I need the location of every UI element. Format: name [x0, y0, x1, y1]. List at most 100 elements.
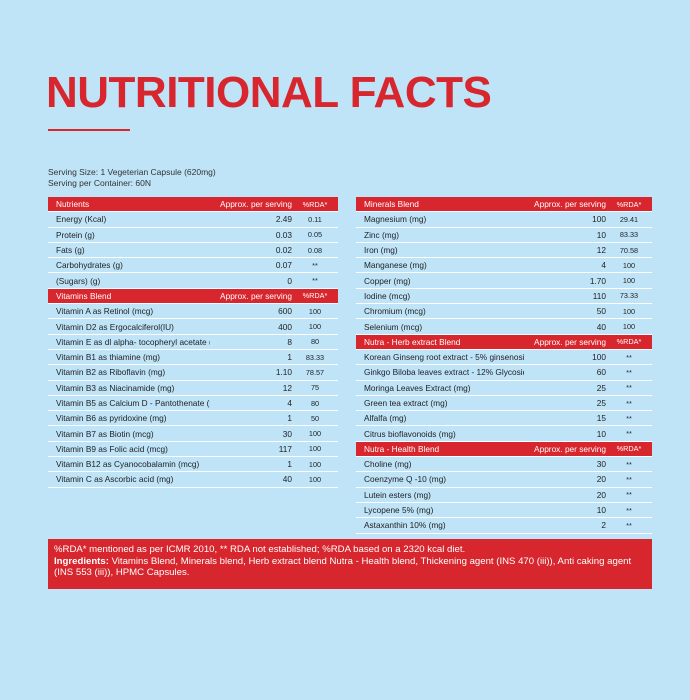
cell: Ginkgo Biloba leaves extract - 12% Glyco… — [364, 367, 524, 378]
cell: Vitamin B5 as Calcium D - Pantothenate (… — [56, 398, 210, 408]
cell: 100 — [308, 306, 322, 316]
table-row: Alfalfa (mg) 15 ** — [356, 411, 652, 427]
cell: Astaxanthin 10% (mg) — [364, 520, 446, 531]
cell: Carbohydrates (g) — [56, 260, 123, 271]
cell: 4 — [287, 398, 292, 408]
cell: Iodine (mcg) — [364, 290, 411, 301]
cell: Citrus bioflavonoids (mg) — [364, 428, 456, 439]
cell: Vitamin B2 as Riboflavin (mg) — [56, 367, 166, 378]
cell: 20 — [596, 474, 606, 485]
table-row: Vitamin B5 as Calcium D - Pantothenate (… — [48, 396, 338, 412]
cell: 0.08 — [307, 245, 323, 255]
table-row: Magnesium (mg) 100 29.41 — [356, 212, 652, 228]
cell: 12 — [282, 382, 292, 393]
table-row: Selenium (mcg) 40 100 — [356, 319, 652, 335]
cell: 100 — [308, 429, 322, 439]
table-row: Vitamin A as Retinol (mcg) 600 100 — [48, 304, 338, 320]
table-row: Zinc (mg) 10 83.33 — [356, 228, 652, 243]
cell: 60 — [596, 367, 606, 378]
cell: 73.33 — [619, 291, 639, 301]
section-header: Nutrients Approx. per serving %RDA* — [48, 197, 338, 213]
cell: 100 — [308, 459, 322, 469]
cell: Vitamin B1 as thiamine (mg) — [56, 352, 161, 363]
footer-note: %RDA* mentioned as per ICMR 2010, ** RDA… — [54, 544, 466, 555]
header-cell: Nutra - Health Blend — [364, 443, 440, 454]
table-row: Vitamin B2 as Riboflavin (mg) 1.10 78.57 — [48, 365, 338, 381]
cell: ** — [626, 352, 632, 362]
cell: 100 — [622, 276, 636, 286]
cell: Copper (mg) — [364, 275, 411, 286]
cell: Vitamin B9 as Folic acid (mcg) — [56, 443, 168, 454]
cell: 117 — [278, 443, 292, 454]
cell: Choline (mg) — [364, 459, 412, 470]
cell: 600 — [278, 306, 292, 317]
table-row: Vitamin B1 as thiamine (mg) 1 83.33 — [48, 350, 338, 366]
cell: ** — [626, 413, 632, 423]
cell: 0 — [287, 275, 292, 286]
cell: Moringa Leaves Extract (mg) — [364, 382, 471, 393]
table-row: Energy (Kcal) 2.49 0.11 — [48, 212, 338, 228]
cell: 29.41 — [619, 214, 639, 224]
cell: 100 — [622, 306, 636, 316]
cell: ** — [626, 490, 632, 500]
cell: 0.02 — [275, 245, 292, 256]
cell: 2.49 — [275, 214, 292, 225]
header-cell: Minerals Blend — [364, 199, 419, 210]
header-cell: Approx. per serving — [534, 443, 606, 454]
cell: Lutein esters (mg) — [364, 489, 431, 500]
table-row: Iodine (mcg) 110 73.33 — [356, 289, 652, 305]
cell: 75 — [310, 383, 320, 393]
cell: ** — [312, 276, 318, 286]
cell: 1.70 — [589, 275, 606, 286]
section-header: Vitamins Blend Approx. per serving %RDA* — [48, 288, 338, 305]
table-row: Manganese (mg) 4 100 — [356, 258, 652, 274]
cell: 100 — [308, 474, 322, 484]
cell: ** — [626, 459, 632, 469]
header-cell: Nutra - Herb extract Blend — [364, 336, 461, 347]
table-row: Vitamin E as dl alpha- tocopheryl acetat… — [48, 335, 338, 350]
cell: 40 — [596, 321, 606, 332]
header-cell: Approx. per serving — [220, 199, 292, 210]
cell: 40 — [282, 474, 292, 485]
table-row: Carbohydrates (g) 0.07 ** — [48, 258, 338, 274]
section-header: Nutra - Health Blend Approx. per serving%… — [356, 441, 652, 458]
serving-size: Serving Size: 1 Vegeterian Capsule (620m… — [48, 167, 216, 177]
cell: Zinc (mg) — [364, 229, 400, 240]
cell: 25 — [596, 398, 606, 408]
cell: 110 — [592, 290, 606, 301]
header-cell: Nutrients — [56, 199, 90, 210]
header-cell: Vitamins Blend — [56, 290, 112, 301]
cell: ** — [626, 505, 632, 515]
cell: 70.58 — [619, 245, 639, 255]
title-underline — [48, 129, 130, 131]
table-row: Vitamin C as Ascorbic acid (mg) 40 100 — [48, 472, 338, 488]
cell: ** — [312, 260, 318, 270]
cell: 30 — [282, 428, 292, 439]
cell: 8 — [287, 336, 292, 347]
table-row: Vitamin B12 as Cyanocobalamin (mcg) 1 100 — [48, 457, 338, 473]
cell: Selenium (mcg) — [364, 321, 423, 332]
table-row: Vitamin B7 as Biotin (mcg) 30 100 — [48, 426, 338, 442]
table-row: Vitamin D2 as Ergocalciferol(IU) 400 100 — [48, 319, 338, 335]
cell: Coenzyme Q -10 (mg) — [364, 474, 447, 485]
cell: 100 — [622, 322, 636, 332]
cell: 100 — [308, 444, 322, 454]
cell: 100 — [592, 214, 606, 225]
cell: ** — [626, 474, 632, 484]
cell: ** — [626, 398, 632, 408]
table-row: Vitamin B6 as pyridoxine (mg) 1 50 — [48, 411, 338, 427]
cell: 0.07 — [275, 260, 292, 271]
table-row: Fats (g) 0.02 0.08 — [48, 243, 338, 259]
cell: 25 — [596, 382, 606, 393]
cell: 80 — [310, 398, 320, 408]
header-cell: Approx. per serving — [534, 336, 606, 347]
serving-per-container: Serving per Container: 60N — [48, 178, 152, 188]
cell: 30 — [596, 459, 606, 470]
table-row: Korean Ginseng root extract - 5% ginseno… — [356, 350, 652, 366]
table-row: Ginkgo Biloba leaves extract - 12% Glyco… — [356, 365, 652, 381]
cell: Alfalfa (mg) — [364, 413, 407, 424]
cell: 80 — [310, 337, 320, 347]
cell: Vitamin A as Retinol (mcg) — [56, 306, 154, 317]
cell: 1 — [287, 459, 292, 470]
